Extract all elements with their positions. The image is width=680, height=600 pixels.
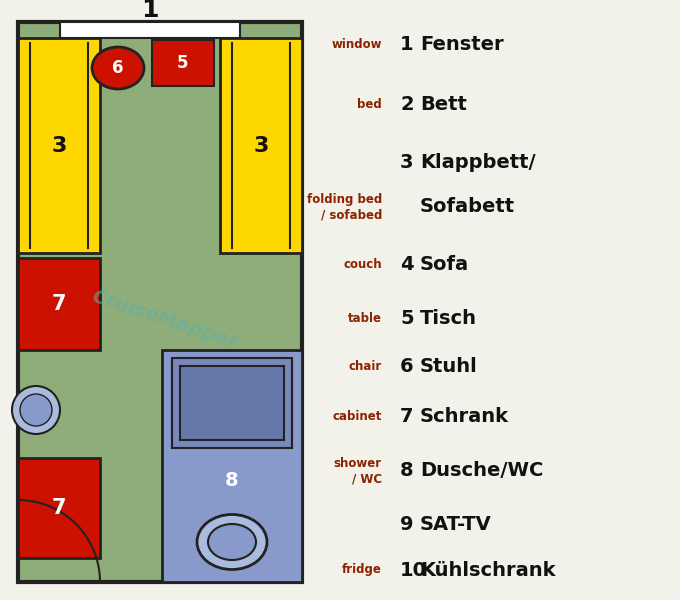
Text: 3: 3 bbox=[254, 136, 269, 155]
Text: bed: bed bbox=[357, 98, 382, 112]
Circle shape bbox=[12, 386, 60, 434]
Text: 1: 1 bbox=[141, 0, 158, 22]
Text: Klappbett/: Klappbett/ bbox=[420, 152, 536, 172]
Text: 5: 5 bbox=[177, 54, 189, 72]
Text: 6: 6 bbox=[112, 59, 124, 77]
Text: 9: 9 bbox=[400, 515, 413, 535]
Text: Sofa: Sofa bbox=[420, 254, 469, 274]
Text: Stuhl: Stuhl bbox=[420, 356, 478, 376]
Bar bbox=[152, 40, 214, 86]
Text: Tisch: Tisch bbox=[420, 308, 477, 328]
Text: 10: 10 bbox=[400, 560, 427, 580]
Bar bbox=[180, 366, 284, 440]
Text: window: window bbox=[332, 38, 382, 52]
Text: Schrank: Schrank bbox=[420, 407, 509, 427]
Text: chair: chair bbox=[349, 359, 382, 373]
Text: Fenster: Fenster bbox=[420, 35, 504, 55]
Text: 7: 7 bbox=[52, 294, 66, 314]
Text: 7: 7 bbox=[52, 498, 66, 518]
Circle shape bbox=[20, 394, 52, 426]
Text: Kühlschrank: Kühlschrank bbox=[420, 560, 556, 580]
Text: 8: 8 bbox=[225, 472, 239, 491]
Ellipse shape bbox=[197, 514, 267, 569]
Text: shower
/ WC: shower / WC bbox=[334, 457, 382, 485]
Text: 6: 6 bbox=[400, 356, 413, 376]
Text: 1: 1 bbox=[400, 35, 413, 55]
Text: table: table bbox=[348, 311, 382, 325]
Bar bbox=[18, 458, 100, 558]
Bar bbox=[60, 22, 240, 38]
Text: Bett: Bett bbox=[420, 95, 467, 115]
Text: cabinet: cabinet bbox=[333, 410, 382, 424]
Bar bbox=[172, 358, 292, 448]
Bar bbox=[18, 38, 100, 253]
Ellipse shape bbox=[92, 47, 144, 89]
Text: Dusche/WC: Dusche/WC bbox=[420, 461, 543, 481]
Text: SAT-TV: SAT-TV bbox=[420, 515, 492, 535]
Text: 3: 3 bbox=[51, 136, 67, 155]
Bar bbox=[162, 350, 302, 582]
Ellipse shape bbox=[208, 524, 256, 560]
Text: 8: 8 bbox=[400, 461, 413, 481]
Text: Sofabett: Sofabett bbox=[420, 197, 515, 217]
Bar bbox=[220, 38, 302, 253]
Text: 5: 5 bbox=[400, 308, 413, 328]
Text: 7: 7 bbox=[400, 407, 413, 427]
Text: 2: 2 bbox=[400, 95, 413, 115]
Text: 4: 4 bbox=[400, 254, 413, 274]
Text: CruiseMapper: CruiseMapper bbox=[90, 287, 241, 353]
Text: folding bed
/ sofabed: folding bed / sofabed bbox=[307, 193, 382, 221]
Text: couch: couch bbox=[343, 257, 382, 271]
Text: 3: 3 bbox=[400, 152, 413, 172]
Text: fridge: fridge bbox=[342, 563, 382, 577]
Bar bbox=[18, 22, 302, 582]
Bar bbox=[18, 258, 100, 350]
